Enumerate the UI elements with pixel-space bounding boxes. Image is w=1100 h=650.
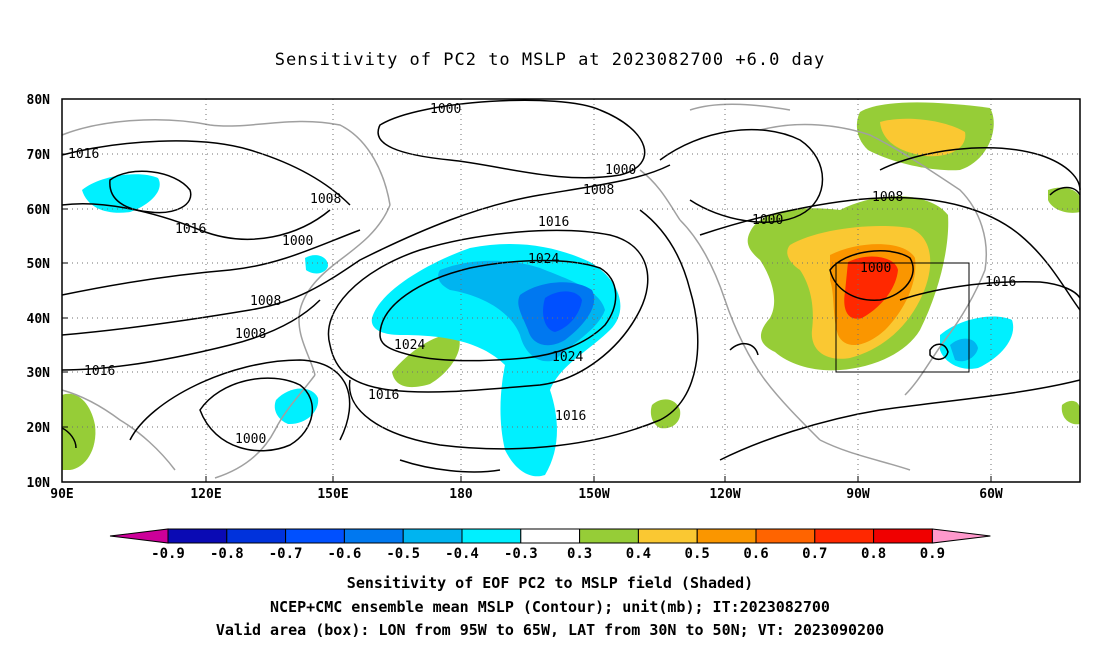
contour-label: 1016 xyxy=(555,409,586,424)
colorbar-label: -0.3 xyxy=(504,546,538,562)
shade-negative-cyan-atlantic xyxy=(940,316,1014,369)
colorbar-label: -0.8 xyxy=(210,546,244,562)
contour-label: 1008 xyxy=(583,183,614,198)
contour-label: 1000 xyxy=(860,261,891,276)
contour-label: 1016 xyxy=(985,275,1016,290)
contour-label: 1016 xyxy=(538,215,569,230)
colorbar-swatch xyxy=(579,528,639,544)
contour-label: 1016 xyxy=(368,388,399,403)
contour-label: 1000 xyxy=(282,234,313,249)
colorbar-label: -0.4 xyxy=(445,546,479,562)
colorbar-swatch xyxy=(167,528,228,544)
contour-label: 1008 xyxy=(250,294,281,309)
shade-positive-green-gulf xyxy=(650,399,681,429)
contour-label: 1024 xyxy=(552,350,583,365)
contour-label: 1016 xyxy=(175,222,206,237)
lon-axis-labels: 90E 120E 150E 180 150W 120W 90W 60W xyxy=(50,487,1003,502)
shade-negative-skyblue-atlantic xyxy=(950,338,978,362)
lat-label: 20N xyxy=(27,421,51,436)
lon-label: 180 xyxy=(449,487,473,502)
shade-positive-green-india xyxy=(62,393,96,470)
caption-contour: NCEP+CMC ensemble mean MSLP (Contour); u… xyxy=(270,598,830,616)
colorbar-swatch xyxy=(343,528,404,544)
colorbar-label: -0.5 xyxy=(386,546,420,562)
shade-negative-cyan-siberia xyxy=(82,174,160,213)
shade-negative-cyan-japan-n xyxy=(305,255,328,274)
shade-negative-cyan-japan xyxy=(274,388,319,425)
colorbar-arrow-left xyxy=(109,528,169,544)
lat-label: 80N xyxy=(27,93,51,108)
lat-label: 30N xyxy=(27,366,51,381)
contour-label: 1016 xyxy=(84,364,115,379)
colorbar-label: 0.6 xyxy=(743,546,768,562)
colorbar-swatch xyxy=(873,528,933,544)
lat-label: 40N xyxy=(27,312,51,327)
caption-valid-area: Valid area (box): LON from 95W to 65W, L… xyxy=(215,621,885,639)
colorbar-label: 0.4 xyxy=(626,546,651,562)
lon-label: 90W xyxy=(846,487,870,502)
colorbar-swatch xyxy=(696,528,757,544)
map-frame xyxy=(61,98,1081,483)
colorbar-swatch xyxy=(755,528,816,544)
colorbar-label: -0.6 xyxy=(328,546,362,562)
colorbar-swatch xyxy=(814,528,875,544)
colorbar-label: -0.9 xyxy=(151,546,185,562)
colorbar-label: 0.5 xyxy=(685,546,710,562)
contour-label: 1008 xyxy=(872,190,903,205)
lon-label: 120E xyxy=(190,487,221,502)
contour-label-layer: 1000 1016 1000 1008 1000 1016 1016 1008 … xyxy=(68,102,1016,447)
lon-label: 60W xyxy=(979,487,1003,502)
caption-shading: Sensitivity of EOF PC2 to MSLP field (Sh… xyxy=(346,574,754,592)
shade-positive-green-east xyxy=(1048,187,1080,213)
contour-label: 1000 xyxy=(752,213,783,228)
contour-label: 1024 xyxy=(528,252,559,267)
shade-positive-yellow-greenland xyxy=(880,118,966,157)
lat-label: 70N xyxy=(27,148,51,163)
lon-label: 90E xyxy=(50,487,73,502)
shade-positive-green-west-pacific xyxy=(392,334,460,388)
tick-marks xyxy=(62,153,992,482)
lon-label: 120W xyxy=(709,487,740,502)
lat-axis-labels: 80N 70N 60N 50N 40N 30N 20N 10N xyxy=(27,93,51,491)
colorbar-swatch xyxy=(520,528,581,544)
contour-label: 1016 xyxy=(68,147,99,162)
contour-label: 1008 xyxy=(235,327,266,342)
shade-positive-green-atlantic xyxy=(1061,400,1080,425)
colorbar-swatch xyxy=(226,528,287,544)
contour-label: 1008 xyxy=(310,192,341,207)
colorbar-label: -0.7 xyxy=(269,546,303,562)
contour-label: 1024 xyxy=(394,338,425,353)
colorbar-label: 0.9 xyxy=(920,546,945,562)
shading-layer xyxy=(62,102,1080,477)
colorbar-swatch xyxy=(637,528,698,544)
colorbar-label: 0.7 xyxy=(802,546,827,562)
colorbar: -0.9 -0.8 -0.7 -0.6 -0.5 -0.4 -0.3 0.3 0.4 0.5 0.6… xyxy=(109,528,991,562)
valid-area-box xyxy=(835,262,970,373)
lat-label: 50N xyxy=(27,257,51,272)
colorbar-swatch xyxy=(285,528,345,544)
lon-label: 150E xyxy=(317,487,348,502)
contour-label: 1000 xyxy=(430,102,461,117)
lat-label: 60N xyxy=(27,203,51,218)
colorbar-swatch xyxy=(402,528,463,544)
contour-label: 1000 xyxy=(605,163,636,178)
colorbar-label: 0.3 xyxy=(567,546,592,562)
map-title: Sensitivity of PC2 to MSLP at 2023082700… xyxy=(274,50,826,70)
shade-negative-deepblue-pacific xyxy=(543,291,582,332)
lon-label: 150W xyxy=(578,487,609,502)
contour-label: 1000 xyxy=(235,432,266,447)
lat-label: 10N xyxy=(27,476,51,491)
colorbar-swatch xyxy=(461,528,522,544)
shade-positive-red-na xyxy=(844,256,898,319)
colorbar-arrow-right xyxy=(931,528,991,544)
mslp-contours xyxy=(61,99,1081,473)
colorbar-label: 0.8 xyxy=(861,546,886,562)
